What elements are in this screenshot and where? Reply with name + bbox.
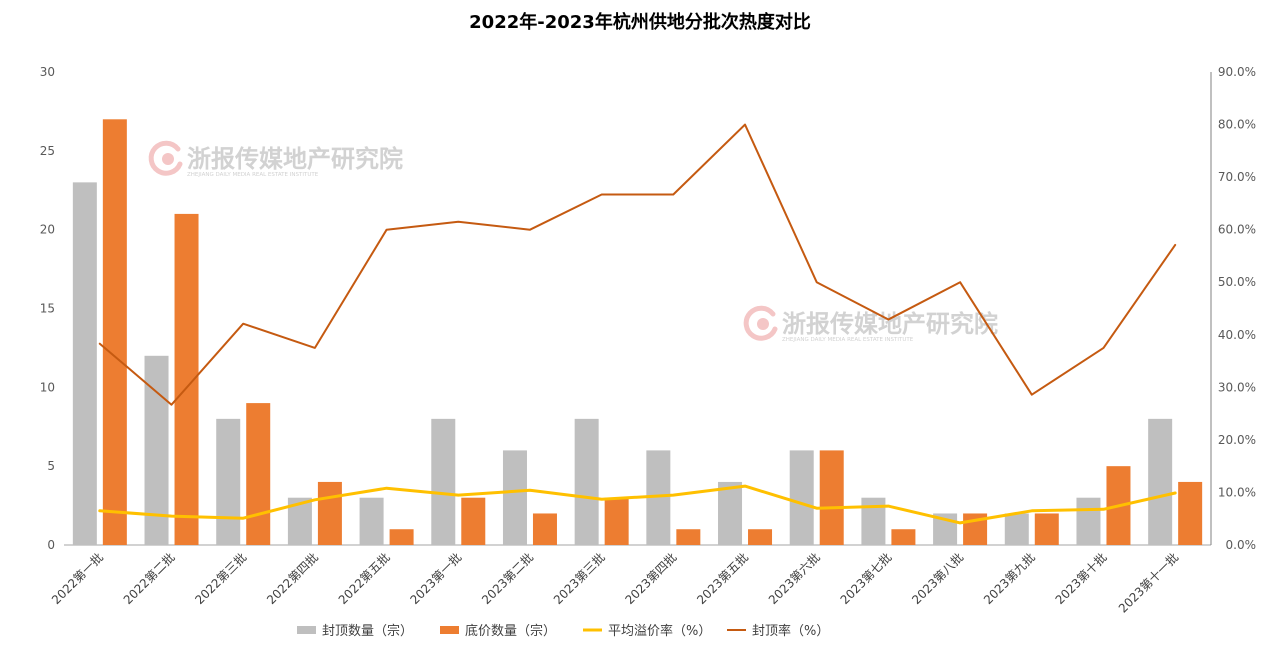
watermark-logo-icon xyxy=(148,140,183,176)
capped-count-bar-13 xyxy=(1004,513,1029,545)
y-right-tick-label: 20.0% xyxy=(1218,433,1256,447)
watermark-name: 浙报传媒地产研究院 xyxy=(782,310,998,338)
floor-price-count-bar-13 xyxy=(1034,513,1059,545)
capped-count-bar-2 xyxy=(216,418,241,545)
floor-price-count-bar-0 xyxy=(102,119,127,546)
capped-count-bar-5 xyxy=(431,418,456,545)
x-tick-label: 2023第九批 xyxy=(980,550,1038,608)
capped-count-bar-15 xyxy=(1148,418,1173,545)
x-tick-label: 2022第四批 xyxy=(263,550,321,608)
y-right-tick-label: 30.0% xyxy=(1218,380,1256,394)
capped-count-bar-10 xyxy=(789,450,814,545)
floor-price-count-bar-2 xyxy=(246,403,271,545)
floor-price-count-bar-11 xyxy=(891,529,916,545)
x-tick-label: 2022第五批 xyxy=(335,550,393,608)
y-right-tick-label: 0.0% xyxy=(1226,538,1257,552)
capped-rate-line xyxy=(98,123,1177,406)
legend-label: 平均溢价率（%） xyxy=(608,623,711,639)
series-lines xyxy=(98,123,1177,525)
y-right-tick-label: 60.0% xyxy=(1218,223,1256,237)
y-right-tick-label: 50.0% xyxy=(1218,275,1256,289)
capped-count-bar-9 xyxy=(718,481,743,545)
y-left-tick-label: 5 xyxy=(47,459,55,473)
capped-count-bar-7 xyxy=(574,418,599,545)
y-right-tick-label: 90.0% xyxy=(1218,65,1256,79)
floor-price-count-bar-3 xyxy=(317,481,342,545)
floor-price-count-bar-4 xyxy=(389,529,414,545)
x-tick-label: 2023第一批 xyxy=(407,550,465,608)
y-left-tick-label: 20 xyxy=(40,223,55,237)
floor-price-count-bar-8 xyxy=(676,529,701,545)
legend-label: 封顶率（%） xyxy=(752,623,829,639)
x-tick-label: 2022第三批 xyxy=(192,550,250,608)
capped-count-bar-6 xyxy=(502,450,527,545)
watermark-logo-dot-icon xyxy=(757,318,769,330)
legend: 封顶数量（宗） 底价数量（宗） 平均溢价率（%） 封顶率（%） xyxy=(297,623,829,639)
bars xyxy=(72,119,1203,546)
x-tick-label: 2023第二批 xyxy=(478,550,536,608)
y-left-tick-label: 15 xyxy=(40,302,55,316)
watermark-logo-dot-icon xyxy=(162,153,174,165)
x-tick-label: 2023第八批 xyxy=(909,550,967,608)
x-tick-label: 2023第三批 xyxy=(550,550,608,608)
chart-title: 2022年-2023年杭州供地分批次热度对比 xyxy=(469,11,811,33)
avg-premium-rate-line xyxy=(98,484,1177,525)
x-tick-label: 2022第二批 xyxy=(120,550,178,608)
x-tick-label: 2023第十批 xyxy=(1052,550,1110,608)
legend-item-avg-premium-rate[interactable]: 平均溢价率（%） xyxy=(583,623,711,639)
x-tick-label: 2023第五批 xyxy=(693,550,751,608)
y-left-tick-label: 30 xyxy=(40,65,55,79)
capped-count-bar-4 xyxy=(359,497,384,545)
capped-count-bar-14 xyxy=(1076,497,1101,545)
y-right-tick-label: 40.0% xyxy=(1218,328,1256,342)
floor-price-count-bar-6 xyxy=(532,513,557,545)
y-right-tick-label: 80.0% xyxy=(1218,118,1256,132)
legend-swatch xyxy=(440,626,459,634)
y-right-tick-label: 70.0% xyxy=(1218,170,1256,184)
x-tick-label: 2022第一批 xyxy=(48,550,106,608)
x-tick-label: 2023第六批 xyxy=(765,550,823,608)
floor-price-count-bar-15 xyxy=(1178,481,1203,545)
legend-swatch xyxy=(297,626,316,634)
watermark-name: 浙报传媒地产研究院 xyxy=(187,145,403,173)
floor-price-count-bar-9 xyxy=(748,529,773,545)
floor-price-count-bar-7 xyxy=(604,497,629,545)
x-tick-label: 2023第七批 xyxy=(837,550,895,608)
legend-label: 底价数量（宗） xyxy=(465,623,556,639)
watermark-logo-icon xyxy=(743,305,778,341)
y-right-tick-label: 10.0% xyxy=(1218,485,1256,499)
legend-item-capped-rate[interactable]: 封顶率（%） xyxy=(727,623,829,639)
legend-item-floor-price-count[interactable]: 底价数量（宗） xyxy=(440,623,556,639)
legend-item-capped-count[interactable]: 封顶数量（宗） xyxy=(297,623,413,639)
floor-price-count-bar-10 xyxy=(819,450,844,545)
y-left-tick-label: 10 xyxy=(40,380,55,394)
legend-label: 封顶数量（宗） xyxy=(322,623,413,639)
y-left-tick-label: 0 xyxy=(47,538,55,552)
x-tick-label: 2023第四批 xyxy=(622,550,680,608)
capped-count-bar-0 xyxy=(72,182,97,545)
x-tick-label: 2023第十一批 xyxy=(1115,550,1181,616)
watermark-subtitle: ZHEJIANG DAILY MEDIA REAL ESTATE INSTITU… xyxy=(782,337,914,343)
watermark-subtitle: ZHEJIANG DAILY MEDIA REAL ESTATE INSTITU… xyxy=(187,172,319,178)
floor-price-count-bar-5 xyxy=(461,497,486,545)
y-left-tick-label: 25 xyxy=(40,144,55,158)
